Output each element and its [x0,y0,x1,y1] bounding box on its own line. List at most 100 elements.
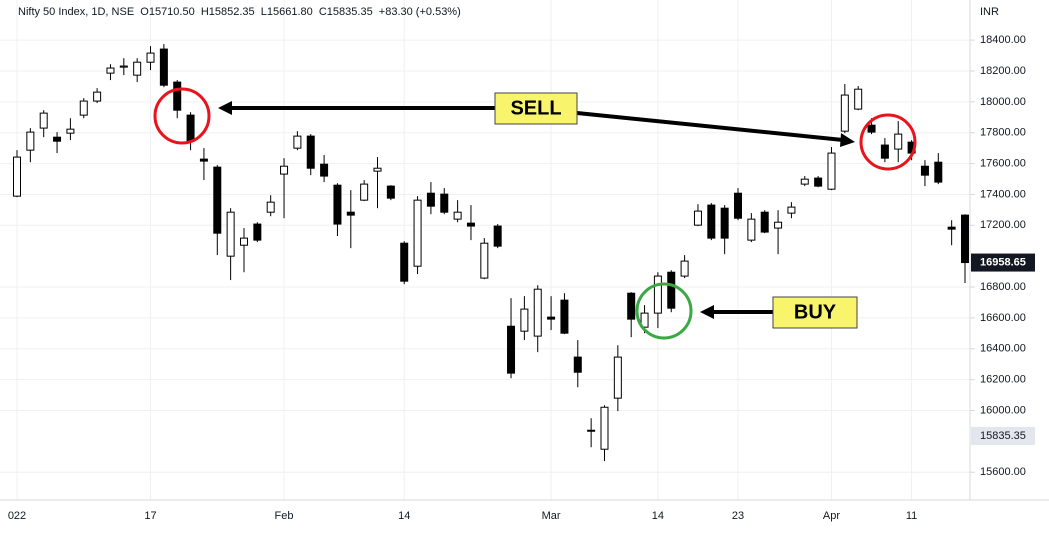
y-tick-label: 17400.00 [980,188,1026,200]
candle-body [400,242,409,282]
candle-body [747,218,756,241]
y-tick-label: 17200.00 [980,219,1026,231]
candle-body [480,242,489,279]
candle-body [507,325,516,374]
candle-body [320,163,329,177]
annotation-layer: SELL BUY [153,87,917,340]
candle-body [720,207,729,239]
candle-body [293,135,302,149]
candle-body [386,185,395,199]
candle-body [493,225,502,247]
candle-body [840,94,849,132]
sell-label: SELL [510,97,561,119]
buy-label: BUY [794,301,837,323]
candle-body [373,167,382,172]
candle-body [640,312,649,328]
candle-body [333,184,342,225]
candle-body [173,81,182,111]
candle-body [253,223,262,241]
price-label-box [971,253,1035,272]
candle-body [814,177,823,187]
candle-body [613,356,622,399]
candle-body [934,161,943,183]
candle-body [280,165,289,175]
candle-body [79,100,88,116]
candle-body [93,91,102,102]
arrow-head [840,133,855,147]
x-tick-label: 23 [732,510,744,522]
candle-body [653,275,662,314]
candle-body [734,192,743,219]
candle-body [26,131,35,151]
x-tick-label: Mar [542,510,561,522]
x-tick-label: Feb [275,510,294,522]
y-tick-label: 17600.00 [980,157,1026,169]
buy-circle [635,282,693,340]
candle-body [199,158,208,162]
y-tick-label: 18400.00 [980,34,1026,46]
candle-body [627,292,636,320]
candle-body [346,211,355,216]
candle-body [894,133,903,150]
price-label-box [971,426,1035,445]
candle-body [426,192,435,207]
arrow [576,111,844,142]
y-tick-label: 16400.00 [980,343,1026,355]
candle-body [360,183,369,201]
candle-body [306,135,315,169]
candle-body [827,152,836,190]
candle-body [119,65,128,68]
candle-body [560,299,569,334]
candle-body [920,165,929,176]
candle-body [800,178,809,185]
candle-body [159,48,168,86]
candle-body [213,166,222,234]
x-tick-label: 17 [144,510,156,522]
candle-body [13,156,21,197]
candle-body [573,356,582,373]
candle-body [453,211,462,220]
x-tick-label: 14 [652,510,664,522]
candle-body [707,204,716,239]
candle-body [587,429,596,432]
candle-body [880,144,889,159]
y-tick-label: 18200.00 [980,65,1026,77]
y-tick-label: 16600.00 [980,312,1026,324]
price-label: 15835.35 [980,430,1026,442]
sell-box [494,92,578,125]
y-tick-label: 17800.00 [980,127,1026,139]
candle-body [39,112,48,129]
candle-body [146,52,155,63]
candle-body [533,288,542,337]
candle-body [239,237,248,246]
candle-body [961,214,969,264]
buy-box [772,296,858,329]
candle-body [867,124,876,133]
currency-label: INR [980,6,999,18]
candle-body [693,210,702,226]
candle-body [413,199,422,267]
plot-layer [13,44,969,462]
candle-body [66,128,75,134]
sell-circle [153,87,211,145]
candle-body [186,114,195,142]
candle-body [547,316,556,320]
arrow-head [700,305,714,319]
x-tick-label: 11 [906,510,917,522]
candle-body [53,136,62,142]
candle-body [266,201,275,213]
candle-body [440,193,449,213]
candle-body [600,406,609,450]
candle-body [774,221,783,229]
candle-body [854,88,863,110]
candle-body [787,206,796,214]
x-tick-label: Apr [823,510,840,522]
y-tick-label: 18000.00 [980,96,1026,108]
arrow-head [218,101,232,115]
x-tick-label: 022 [8,510,26,522]
y-tick-label: 16800.00 [980,281,1026,293]
candle-body [667,271,676,309]
